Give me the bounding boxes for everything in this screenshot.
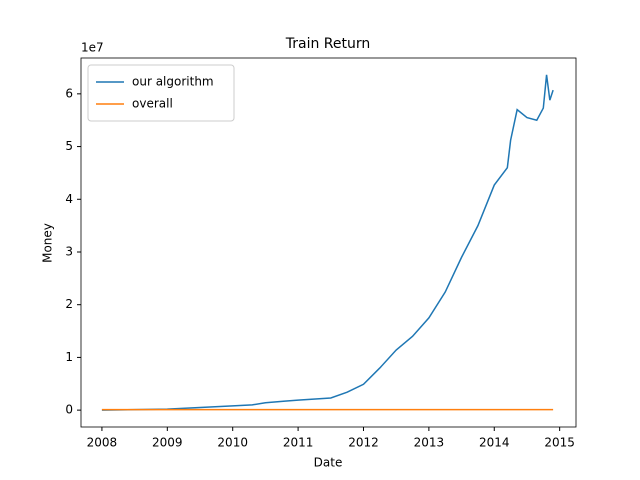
- plot-frame: [80, 57, 577, 428]
- y-axis-label: Money: [41, 223, 55, 263]
- x-tick-label: 2009: [152, 436, 183, 450]
- x-tick-label: 2008: [87, 436, 118, 450]
- x-tick-label: 2015: [544, 436, 575, 450]
- x-axis-label: Date: [314, 456, 343, 470]
- x-tick-label: 2010: [217, 436, 248, 450]
- legend-label: overall: [132, 97, 173, 111]
- x-tick-label: 2013: [414, 436, 445, 450]
- y-tick-label: 2: [65, 297, 73, 311]
- legend-label: our algorithm: [132, 75, 214, 89]
- y-tick-label: 1: [65, 350, 73, 364]
- x-tick-label: 2014: [479, 436, 510, 450]
- x-tick-label: 2011: [283, 436, 314, 450]
- y-tick-label: 6: [65, 86, 73, 100]
- y-tick-label: 3: [65, 244, 73, 258]
- line-series: [101, 74, 554, 411]
- y-tick-label: 4: [65, 192, 73, 206]
- y-tick-label: 5: [65, 139, 73, 153]
- legend-box: [87, 64, 235, 122]
- chart-title: Train Return: [285, 36, 371, 52]
- x-tick-label: 2012: [348, 436, 379, 450]
- y-tick-label: 0: [65, 403, 73, 417]
- y-offset-label: 1e7: [81, 41, 104, 55]
